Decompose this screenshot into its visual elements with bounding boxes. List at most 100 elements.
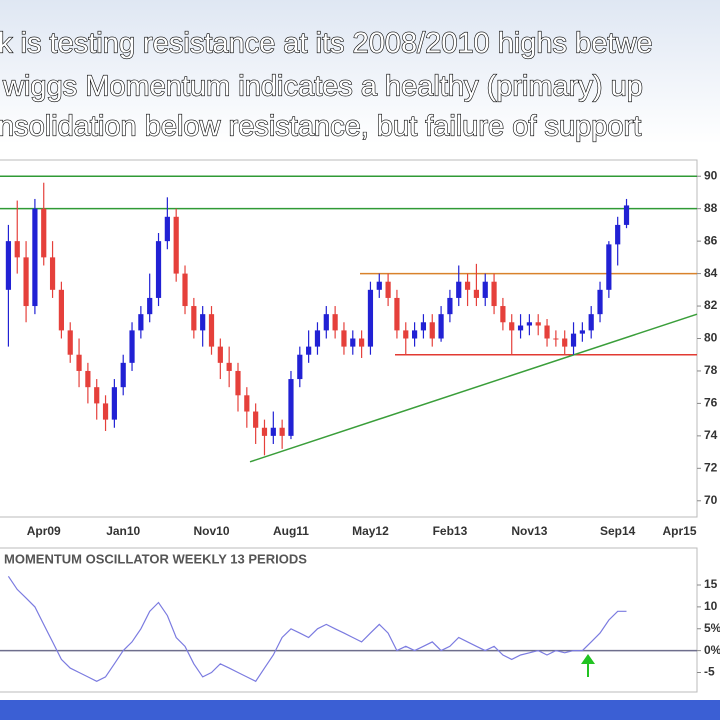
candle-body [173, 216, 179, 274]
y-tick-label: 72 [704, 460, 718, 474]
candle-body [138, 314, 144, 331]
trend-line [249, 313, 698, 463]
candle-body [155, 241, 162, 298]
candle-body [491, 281, 497, 307]
x-tick-label: Nov13 [511, 524, 547, 538]
candle-body [49, 257, 56, 290]
candle-body [385, 281, 391, 298]
candle-body [323, 314, 329, 331]
candle-body [597, 289, 603, 315]
candle-body [191, 306, 197, 331]
y-tick-label: 5% [704, 621, 720, 635]
candle-body [164, 216, 170, 242]
candle-body [526, 322, 532, 326]
candle-body [41, 208, 47, 258]
y-tick-label: 80 [704, 331, 718, 345]
x-tick-label: Aug11 [273, 524, 309, 538]
candle-body [102, 403, 109, 420]
candle-body [120, 362, 126, 388]
candle-body [253, 411, 259, 428]
candle-body [623, 205, 630, 225]
candle-body [147, 297, 153, 315]
y-tick-label: 84 [704, 266, 718, 280]
x-tick-label: Apr15 [662, 524, 696, 538]
candle-body [235, 370, 241, 396]
y-tick-label: 70 [704, 493, 718, 507]
candle-body [5, 241, 12, 290]
candle-body [562, 338, 568, 347]
candle-body [411, 330, 418, 339]
candle-body [32, 208, 38, 307]
candle-body [500, 306, 506, 323]
candle-body [270, 427, 276, 436]
candle-body [588, 314, 594, 331]
candle-body [376, 281, 382, 290]
candle-body [359, 338, 365, 347]
candle-body [429, 322, 435, 339]
candle-body [535, 322, 541, 326]
x-tick-label: May12 [352, 524, 389, 538]
candle-body [94, 387, 100, 404]
y-tick-label: 86 [704, 233, 718, 247]
y-tick-label: 0% [704, 643, 720, 657]
candle-body [200, 314, 206, 331]
price-panel [0, 159, 698, 518]
candle-body [447, 297, 453, 315]
title-line: k is testing resistance at its 2008/2010… [0, 28, 653, 60]
x-tick-label: Jan10 [106, 524, 140, 538]
title-line: wiggs Momentum indicates a healthy (prim… [2, 71, 643, 103]
candle-body [438, 314, 444, 339]
candle-body [76, 354, 82, 371]
candle-body [553, 338, 559, 340]
y-tick-label: 15 [704, 577, 718, 591]
y-tick-label: 88 [704, 201, 718, 215]
candle-body [464, 281, 471, 290]
candle-body [14, 241, 20, 258]
candle-body [394, 297, 400, 331]
candle-body [332, 314, 338, 331]
candle-body [261, 427, 268, 436]
candle-body [579, 330, 585, 334]
y-tick-label: 74 [704, 428, 718, 442]
candle-body [570, 333, 577, 347]
x-tick-label: Apr09 [27, 524, 61, 538]
candle-body [23, 257, 29, 307]
footer-band [0, 700, 720, 720]
title-line: nsolidation below resistance, but failur… [0, 111, 641, 143]
y-tick-label: 78 [704, 363, 718, 377]
candle-body [615, 224, 621, 245]
y-tick-label: 76 [704, 396, 718, 410]
candle-body [544, 325, 550, 339]
candle-body [85, 370, 91, 388]
candle-body [217, 346, 223, 363]
candle-body [367, 289, 374, 347]
candle-body [314, 330, 321, 347]
candle-body [129, 330, 135, 363]
y-tick-label: 82 [704, 298, 718, 312]
candle-body [350, 338, 356, 347]
candle-body [182, 273, 188, 307]
candle-body [420, 322, 427, 331]
x-tick-label: Feb13 [433, 524, 468, 538]
candle-body [111, 387, 117, 420]
candle-body [58, 289, 64, 331]
candle-body [482, 281, 488, 298]
candle-body [456, 281, 462, 298]
x-tick-label: Sep14 [600, 524, 636, 538]
candle-body [208, 314, 215, 347]
arrow-annotation [581, 654, 595, 677]
candle-body [288, 379, 294, 436]
y-tick-label: 90 [704, 168, 718, 182]
candle-body [403, 330, 409, 339]
candle-body [473, 289, 480, 298]
panel-title: MOMENTUM OSCILLATOR WEEKLY 13 PERIODS [4, 551, 307, 566]
x-tick-label: Nov10 [193, 524, 229, 538]
momentum-line [7, 575, 627, 683]
candle-body [279, 427, 285, 436]
candle-body [67, 330, 73, 355]
momentum-panel [0, 547, 698, 693]
candle-body [226, 362, 232, 371]
candle-body [306, 346, 312, 355]
candle-body [244, 395, 250, 412]
